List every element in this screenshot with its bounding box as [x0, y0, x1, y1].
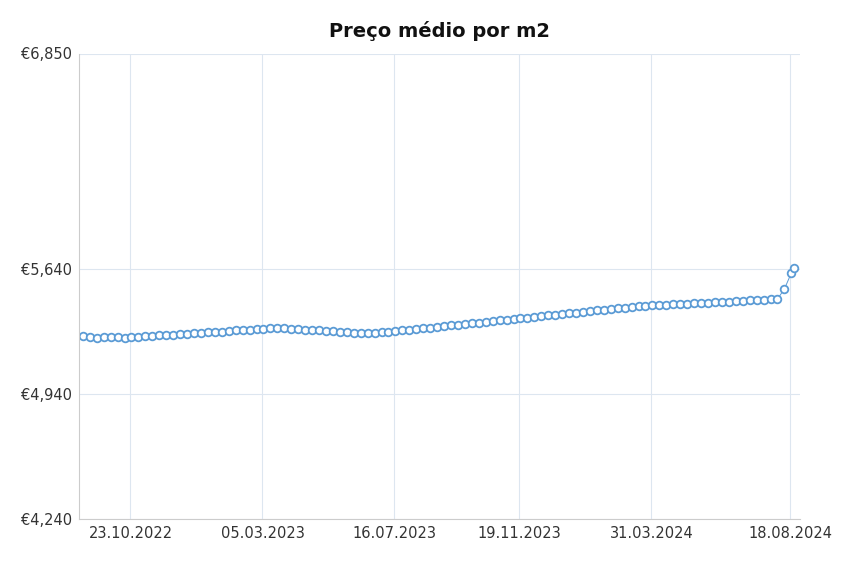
Title: Preço médio por m2: Preço médio por m2	[328, 21, 549, 41]
